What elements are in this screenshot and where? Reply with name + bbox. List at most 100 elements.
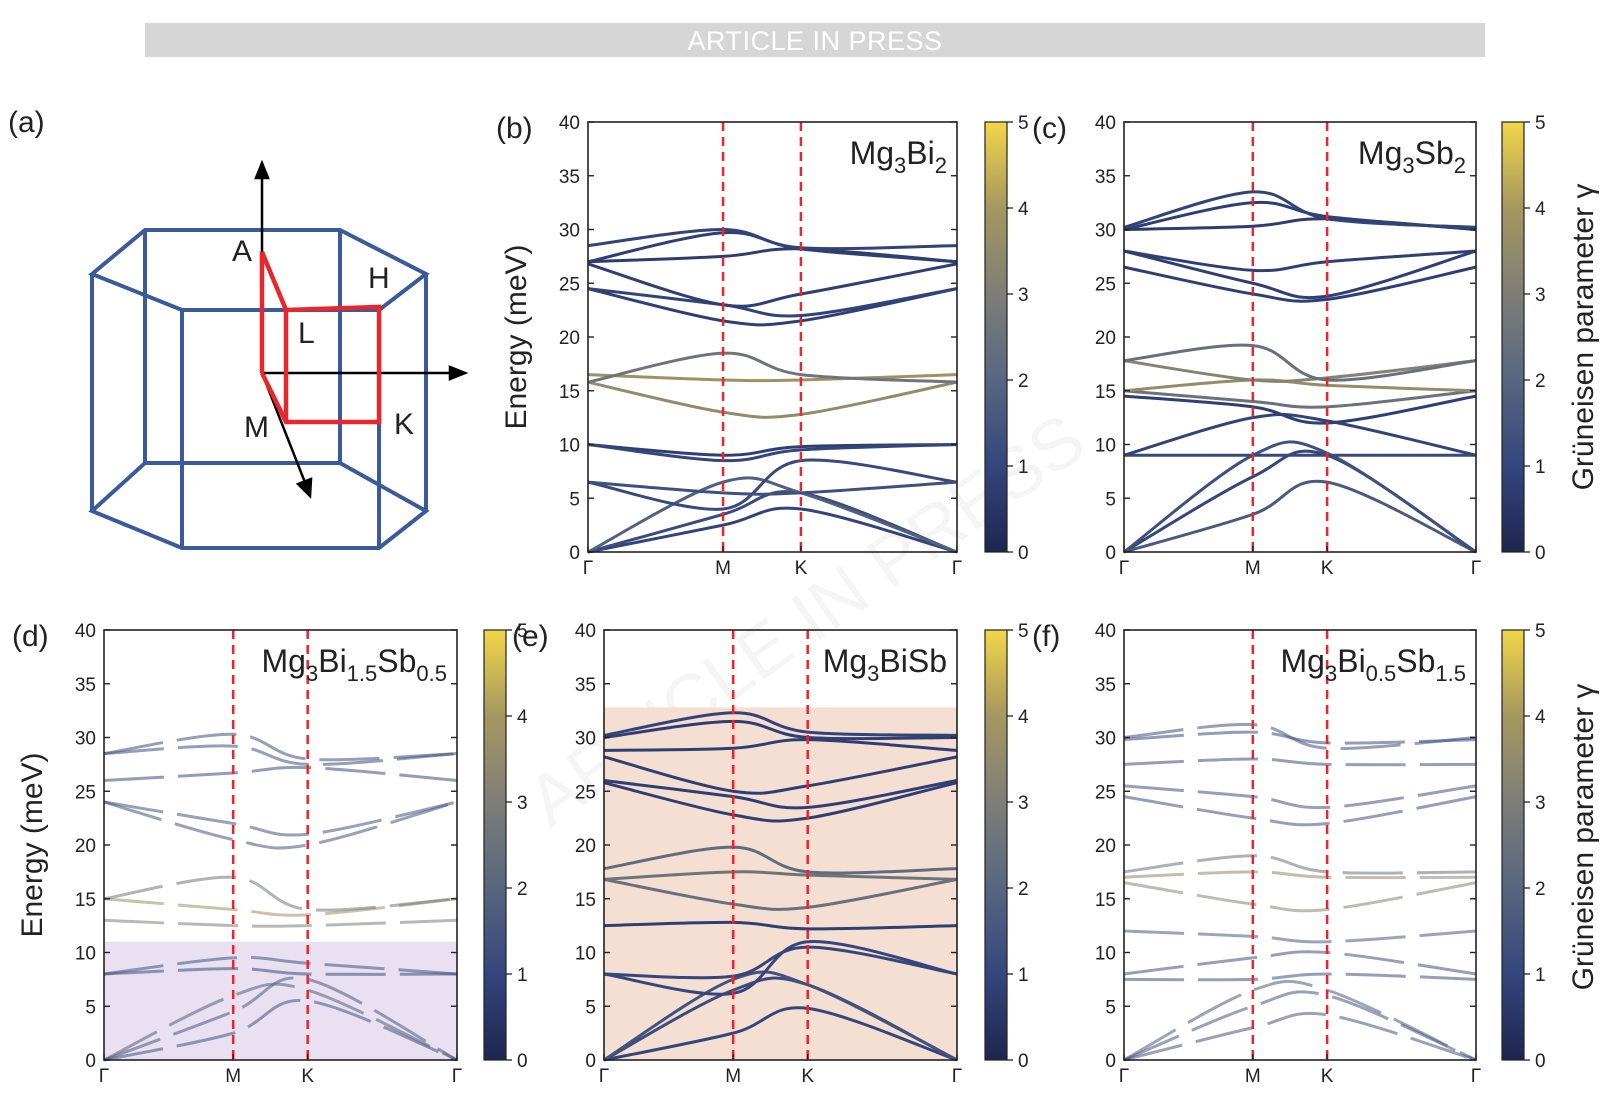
material-subscript: 0.5 (416, 661, 447, 686)
material-name: Mg3BiSb (823, 643, 947, 686)
phonon-branch-8 (1123, 854, 1477, 875)
y-tick-label: 40 (75, 621, 96, 642)
colorbar-tick-label: 2 (517, 879, 528, 900)
x-tick-label: M (715, 558, 731, 579)
y-tick-label: 35 (1095, 167, 1116, 188)
phonon-branch-13 (587, 247, 958, 264)
plot-frame (1123, 629, 1477, 1061)
material-element: Sb (377, 643, 416, 679)
colorbar-tick-label: 4 (1018, 199, 1029, 220)
y-tick-label: 20 (75, 836, 96, 857)
y-tick-label: 30 (1095, 729, 1116, 750)
x-tick-label: Γ (1471, 558, 1481, 579)
bz-point-M: M (244, 411, 269, 444)
colorbar-c: 0 1 2 3 4 5 (1501, 113, 1546, 564)
phonon-branch-12 (603, 738, 958, 752)
y-tick-label: 20 (1095, 836, 1116, 857)
bz-point-H: H (368, 262, 390, 295)
x-tick-label: Γ (99, 1066, 109, 1087)
phonon-branch-0 (587, 506, 958, 554)
y-tick-label: 35 (559, 167, 580, 188)
colorbar-tick-label: 1 (1018, 965, 1029, 986)
x-tick-label: Γ (599, 1066, 609, 1087)
y-tick-label: 5 (85, 997, 96, 1018)
phonon-branch-9 (603, 781, 958, 823)
colorbar-b: 0 1 2 3 4 5 (984, 113, 1029, 564)
x-tick-label: K (795, 558, 808, 579)
phonon-branch-3 (587, 458, 958, 511)
x-tick-label: K (801, 1066, 814, 1087)
y-tick-label: 0 (1105, 1051, 1116, 1072)
phonon-branch-6 (587, 443, 958, 463)
y-tick-label: 25 (1095, 274, 1116, 295)
colorbar-tick-label: 5 (1535, 621, 1546, 642)
colorbar-gradient-bar (1501, 121, 1525, 553)
phonon-branch-15 (1123, 190, 1477, 229)
arrow-head-kz (254, 159, 270, 180)
y-tick-label: 0 (569, 543, 580, 564)
material-subscript: 3 (867, 661, 879, 686)
colorbar-gradient-bar (984, 629, 1008, 1061)
y-tick-label: 40 (575, 621, 596, 642)
plot-frame (1123, 121, 1477, 553)
y-tick-label: 10 (575, 944, 596, 965)
material-subscript: 3 (306, 661, 318, 686)
y-tick-label: 40 (1095, 621, 1116, 642)
phonon-branch-5 (103, 918, 458, 928)
phonon-branch-0 (103, 998, 458, 1062)
y-tick-label: 15 (75, 890, 96, 911)
x-tick-label: M (725, 1066, 741, 1087)
material-subscript: 3 (1325, 661, 1337, 686)
phonon-branch-5 (603, 920, 958, 931)
x-tick-label: K (1321, 1066, 1334, 1087)
material-name: Mg3Sb2 (1358, 135, 1466, 178)
panel-f: 0 5 10 15 20 25 30 35 40 Γ M K Γ (f) Mg3Bi0.5Sb1.5 (1032, 620, 1481, 1087)
material-name: Mg3Bi0.5Sb1.5 (1281, 643, 1466, 686)
material-subscript: 1.5 (1435, 661, 1466, 686)
colorbar-gradient-bar (1501, 629, 1525, 1061)
panel-label: (f) (1032, 620, 1060, 653)
colorbar-tick-label: 3 (517, 793, 528, 814)
phonon-branch-11 (587, 287, 958, 318)
y-tick-label: 10 (1095, 944, 1116, 965)
y-tick-label: 25 (575, 782, 596, 803)
y-tick-label: 0 (85, 1051, 96, 1072)
colorbar-tick-label: 3 (1535, 793, 1546, 814)
shaded-region (604, 707, 957, 1060)
y-tick-label: 30 (559, 221, 580, 242)
phonon-branch-14 (603, 711, 958, 737)
y-tick-label: 5 (1105, 489, 1116, 510)
colorbar-title-top: Grüneisen parameter γ (1567, 184, 1600, 491)
phonon-branch-1 (587, 490, 958, 554)
colorbar-tick-label: 4 (1018, 707, 1029, 728)
bz-point-K: K (394, 408, 414, 441)
phonon-branch-0 (1123, 479, 1477, 554)
x-tick-label: Γ (452, 1066, 462, 1087)
y-tick-label: 35 (1095, 675, 1116, 696)
phonon-branch-8 (1123, 359, 1477, 383)
colorbar-tick-label: 5 (1018, 113, 1029, 134)
phonon-branch-13 (1123, 722, 1477, 751)
material-subscript: 0.5 (1366, 661, 1397, 686)
colorbar-tick-label: 1 (517, 965, 528, 986)
phonon-branch-7 (603, 870, 958, 881)
y-tick-label: 35 (575, 675, 596, 696)
phonon-branch-4 (603, 945, 958, 980)
phonon-branch-4 (1123, 950, 1477, 976)
y-tick-label: 15 (559, 382, 580, 403)
colorbar-tick-label: 4 (517, 707, 528, 728)
material-name: Mg3Bi2 (850, 135, 947, 178)
bz-bottom-face (88, 461, 430, 550)
phonon-branch-7 (103, 875, 458, 912)
phonon-branch-12 (103, 732, 458, 762)
phonon-branch-2 (1123, 440, 1477, 554)
x-tick-label: M (225, 1066, 241, 1087)
colorbar-tick-label: 0 (1018, 1051, 1029, 1072)
panel-b: 0 5 10 15 20 25 30 35 40 Γ M K Γ (b) Mg3Bi2 Energy (meV… (496, 112, 962, 579)
colorbar-tick-label: 2 (1535, 371, 1546, 392)
material-element: Sb (1415, 135, 1454, 171)
y-tick-label: 25 (1095, 782, 1116, 803)
y-tick-label: 15 (1095, 890, 1116, 911)
